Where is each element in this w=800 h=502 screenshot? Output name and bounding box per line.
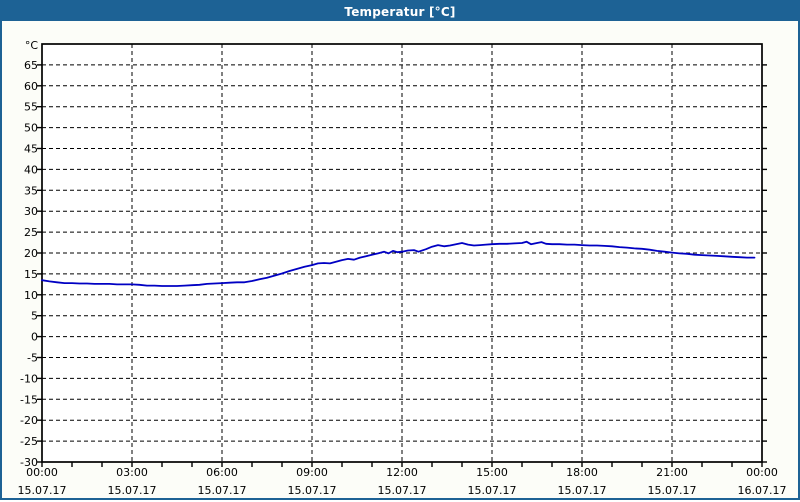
y-tick-label: 30: [24, 205, 38, 218]
x-date-label: 15.07.17: [648, 484, 697, 497]
x-date-label: 15.07.17: [558, 484, 607, 497]
y-tick-label: 65: [24, 59, 38, 72]
y-tick-label: -20: [20, 414, 38, 427]
x-date-label: 15.07.17: [198, 484, 247, 497]
x-time-label: 03:00: [116, 466, 148, 479]
x-date-label: 15.07.17: [468, 484, 517, 497]
y-tick-label: -25: [20, 435, 38, 448]
y-tick-label: 5: [31, 310, 38, 323]
y-tick-label: -5: [27, 352, 38, 365]
y-tick-label: 25: [24, 226, 38, 239]
y-tick-label: 40: [24, 163, 38, 176]
x-date-label: 15.07.17: [378, 484, 427, 497]
y-axis-unit-label: °C: [25, 39, 39, 52]
x-time-label: 00:00: [26, 466, 58, 479]
y-tick-label: 15: [24, 268, 38, 281]
x-date-label: 15.07.17: [288, 484, 337, 497]
x-time-label: 18:00: [566, 466, 598, 479]
x-time-label: 00:00: [746, 466, 778, 479]
y-tick-label: 10: [24, 289, 38, 302]
y-tick-label: 55: [24, 101, 38, 114]
x-time-label: 15:00: [476, 466, 508, 479]
x-time-label: 12:00: [386, 466, 418, 479]
y-tick-label: -10: [20, 372, 38, 385]
y-tick-label: -15: [20, 393, 38, 406]
x-date-label: 15.07.17: [108, 484, 157, 497]
y-tick-label: 60: [24, 80, 38, 93]
x-time-label: 09:00: [296, 466, 328, 479]
y-tick-label: 20: [24, 247, 38, 260]
y-tick-label: 35: [24, 184, 38, 197]
x-date-label: 16.07.17: [738, 484, 787, 497]
x-date-label: 15.07.17: [18, 484, 67, 497]
x-time-label: 21:00: [656, 466, 688, 479]
y-tick-label: 45: [24, 143, 38, 156]
y-tick-label: 50: [24, 122, 38, 135]
x-time-label: 06:00: [206, 466, 238, 479]
y-tick-label: 0: [31, 331, 38, 344]
